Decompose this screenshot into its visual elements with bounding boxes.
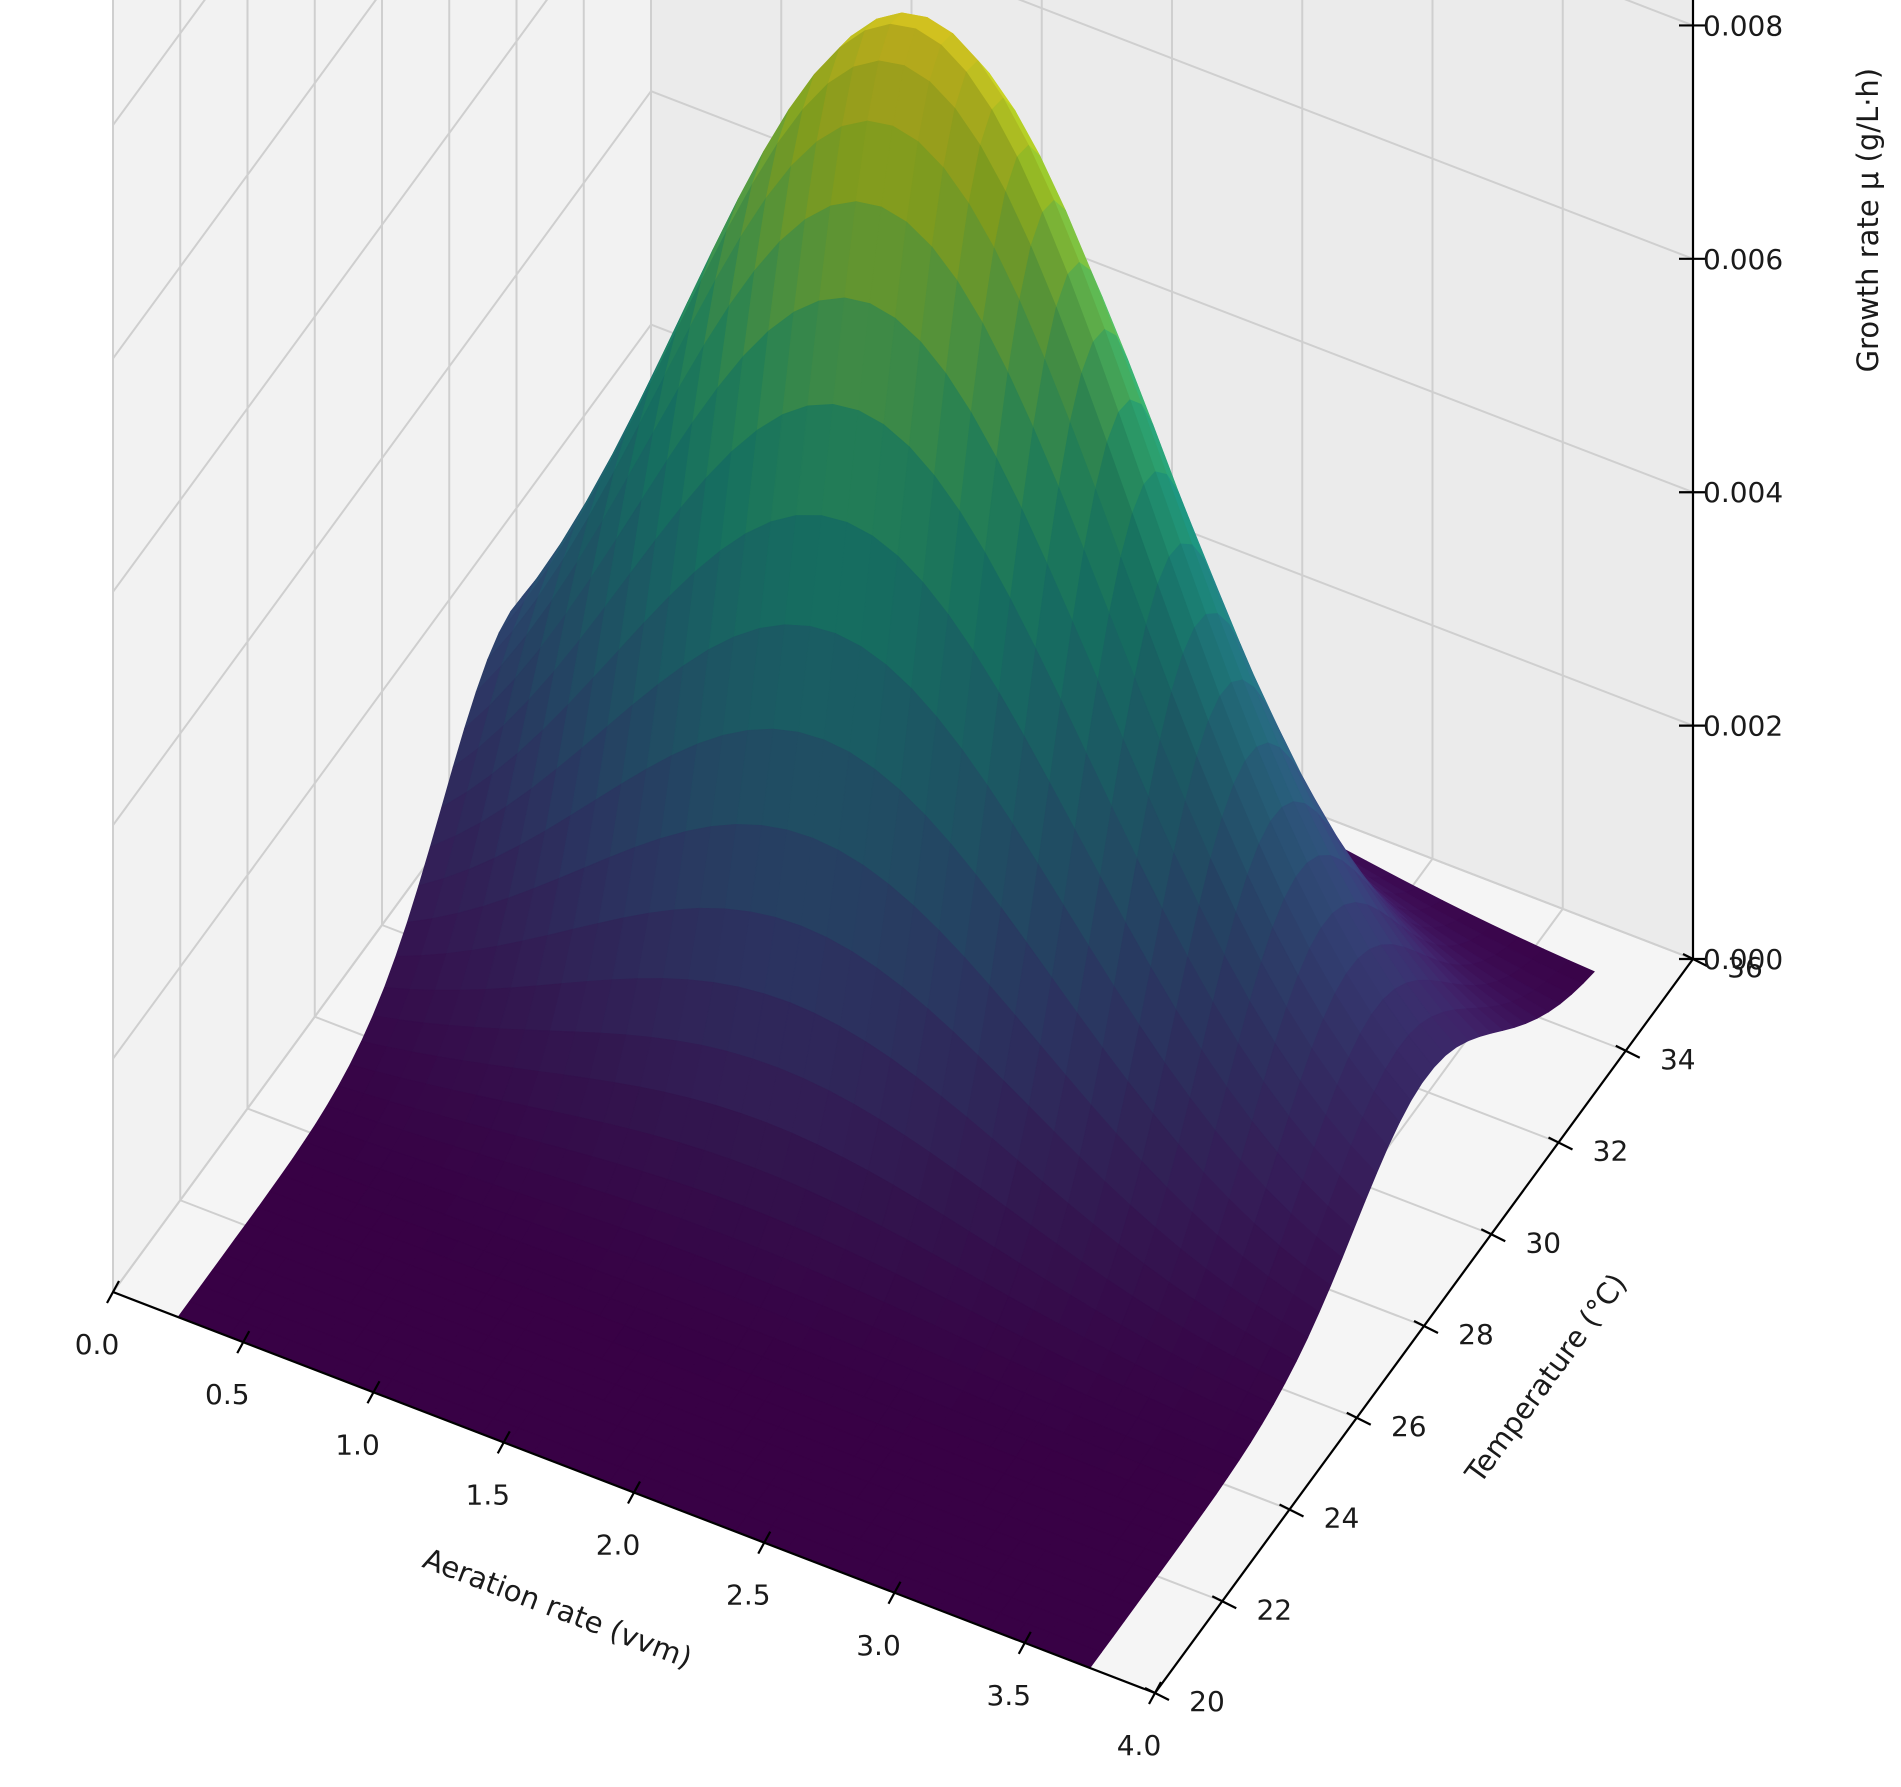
- surface-plot: [177, 12, 1595, 1669]
- x-tick-mark: [627, 1480, 641, 1505]
- y-axis-label: Temperature (°C): [1458, 1267, 1634, 1490]
- y-tick-mark: [1144, 1687, 1170, 1701]
- x-tick-label: 3.0: [856, 1629, 901, 1662]
- y-tick-label: 24: [1324, 1502, 1360, 1535]
- back-gridline-z: [112, 324, 652, 1060]
- y-tick-mark: [1548, 1136, 1573, 1151]
- y-tick-mark: [1615, 1044, 1641, 1059]
- z-tick-label: 0.006: [1703, 243, 1783, 276]
- y-tick-mark: [1413, 1320, 1439, 1334]
- z-tick-label: 0.004: [1703, 476, 1783, 509]
- x-tick-mark: [1017, 1631, 1032, 1655]
- x-tick-mark: [757, 1531, 772, 1555]
- y-tick-label: 28: [1458, 1318, 1494, 1351]
- x-tick-mark: [366, 1380, 381, 1404]
- x-tick-label: 2.0: [596, 1529, 641, 1562]
- y-tick-label: 36: [1727, 951, 1763, 984]
- x-tick-label: 2.5: [726, 1579, 771, 1612]
- y-tick-mark: [1346, 1411, 1372, 1426]
- x-tick-label: 0.5: [205, 1378, 250, 1411]
- z-tick-label: 0.002: [1703, 710, 1783, 743]
- tick-marks: [106, 24, 1708, 1705]
- x-tick-label: 0.0: [75, 1328, 120, 1361]
- y-tick-label: 26: [1391, 1410, 1427, 1443]
- x-tick-mark: [236, 1330, 251, 1354]
- x-tick-mark: [496, 1430, 511, 1454]
- x-tick-label: 1.5: [466, 1478, 511, 1511]
- x-tick-mark: [887, 1581, 902, 1605]
- tick-labels: 0.0 0.5 1.0 1.5 2.0 2.5 3.0 3.5 4.0 20 22 24 26 28 30 3…: [75, 9, 1783, 1762]
- y-tick-label: 20: [1189, 1685, 1225, 1718]
- back-gridline-z: [1017, 0, 1694, 260]
- z-tick-label: 0.000: [1703, 943, 1783, 976]
- y-tick-label: 22: [1256, 1593, 1292, 1626]
- back-gridline-z: [112, 0, 549, 593]
- x-tick-label: 3.5: [987, 1679, 1032, 1712]
- back-gridline-z: [112, 0, 377, 360]
- x-axis-label: Aeration rate (vvm): [418, 1541, 696, 1675]
- y-tick-label: 32: [1593, 1135, 1629, 1168]
- y-tick-label: 34: [1660, 1043, 1696, 1076]
- z-axis-label: Growth rate μ (g/L·h): [1851, 68, 1885, 373]
- x-tick-label: 1.0: [335, 1428, 380, 1461]
- back-gridline-z: [112, 90, 652, 826]
- y-tick-mark: [1480, 1228, 1506, 1243]
- y-tick-label: 30: [1525, 1226, 1561, 1259]
- z-tick-label: 0.008: [1703, 9, 1783, 42]
- y-tick-mark: [1279, 1503, 1304, 1518]
- y-tick-mark: [1211, 1595, 1237, 1610]
- back-gridline-z: [112, 0, 206, 126]
- x-tick-mark: [106, 1280, 120, 1304]
- x-tick-label: 4.0: [1117, 1729, 1162, 1762]
